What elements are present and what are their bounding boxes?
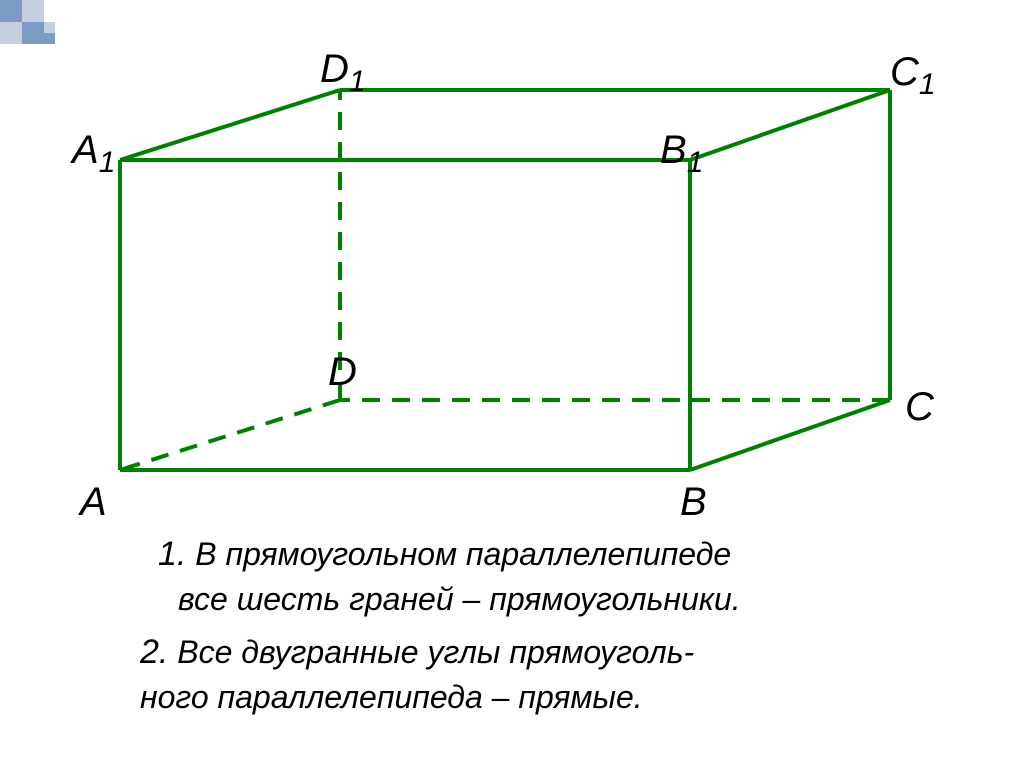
vertex-label-C: C bbox=[905, 385, 934, 430]
deco-square bbox=[22, 22, 44, 44]
deco-square bbox=[0, 22, 22, 44]
vertex-label-A: A bbox=[80, 480, 107, 525]
deco-square bbox=[0, 0, 22, 22]
caption-2-line3: Все двугранные углы прямоуголь- bbox=[168, 634, 694, 670]
vertex-label-D1: D1 bbox=[320, 47, 366, 99]
vertex-label-C1: C1 bbox=[890, 50, 936, 102]
caption-1-lead: 1. bbox=[158, 535, 186, 573]
deco-square bbox=[44, 22, 55, 33]
parallelepiped-svg bbox=[90, 40, 920, 500]
parallelepiped-diagram: ABCDA1B1C1D1 bbox=[90, 40, 920, 500]
vertex-label-B1: B1 bbox=[660, 128, 703, 180]
vertex-label-D: D bbox=[328, 350, 357, 395]
caption-1-line2: все шесть граней – прямоугольники. bbox=[178, 578, 741, 621]
edge-D-A bbox=[120, 400, 340, 470]
vertex-label-B: B bbox=[680, 480, 707, 525]
deco-square bbox=[22, 0, 44, 22]
caption-2: 2. Все двугранные углы прямоуголь- ного … bbox=[140, 630, 694, 719]
edge-D1-A1 bbox=[120, 90, 340, 160]
edge-B-C bbox=[690, 400, 890, 470]
caption-1: 1. В прямоугольном параллелепипеде все ш… bbox=[158, 532, 741, 621]
edge-B1-C1 bbox=[690, 90, 890, 160]
caption-2-lead: 2. bbox=[140, 633, 168, 671]
caption-1-line1: В прямоугольном параллелепипеде bbox=[186, 536, 731, 572]
caption-2-line4: ного параллелепипеда – прямые. bbox=[140, 676, 694, 719]
deco-square bbox=[44, 33, 55, 44]
vertex-label-A1: A1 bbox=[72, 128, 115, 180]
